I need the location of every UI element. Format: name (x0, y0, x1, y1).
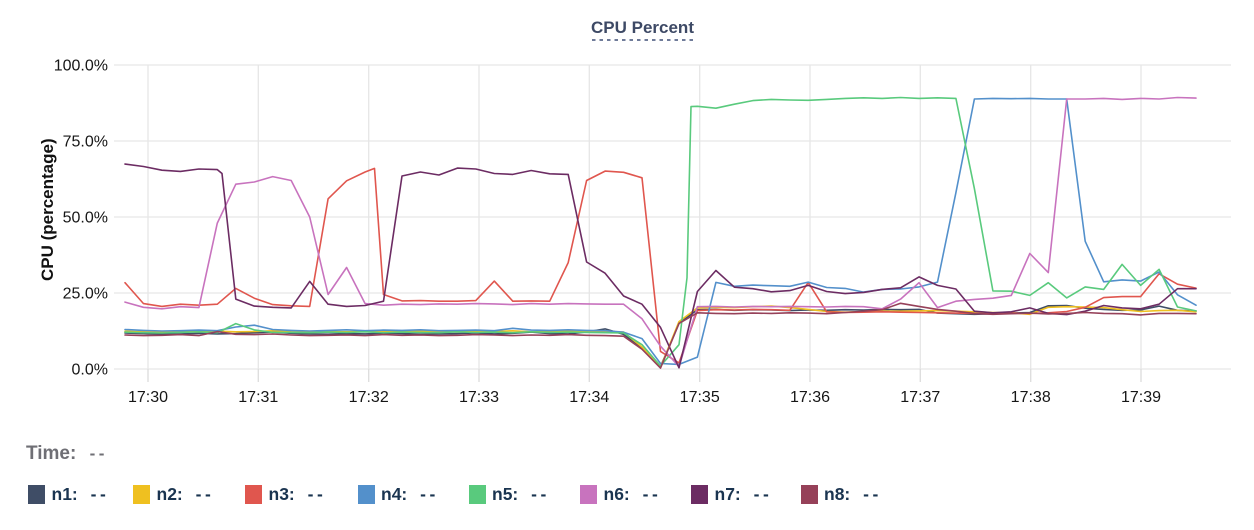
svg-text:100.0%: 100.0% (54, 58, 108, 75)
svg-text:17:33: 17:33 (459, 389, 499, 406)
svg-text:50.0%: 50.0% (63, 210, 108, 227)
svg-text:75.0%: 75.0% (63, 134, 108, 151)
svg-text:17:38: 17:38 (1011, 389, 1051, 406)
svg-text:17:30: 17:30 (128, 389, 168, 406)
svg-text:25.0%: 25.0% (63, 286, 108, 303)
svg-text:17:39: 17:39 (1121, 389, 1161, 406)
svg-text:CPU (percentage): CPU (percentage) (38, 138, 57, 281)
svg-text:17:37: 17:37 (900, 389, 940, 406)
svg-text:17:36: 17:36 (790, 389, 830, 406)
svg-text:17:35: 17:35 (680, 389, 720, 406)
svg-text:17:31: 17:31 (238, 389, 278, 406)
svg-text:17:34: 17:34 (569, 389, 609, 406)
svg-text:0.0%: 0.0% (72, 362, 108, 379)
svg-text:17:32: 17:32 (349, 389, 389, 406)
